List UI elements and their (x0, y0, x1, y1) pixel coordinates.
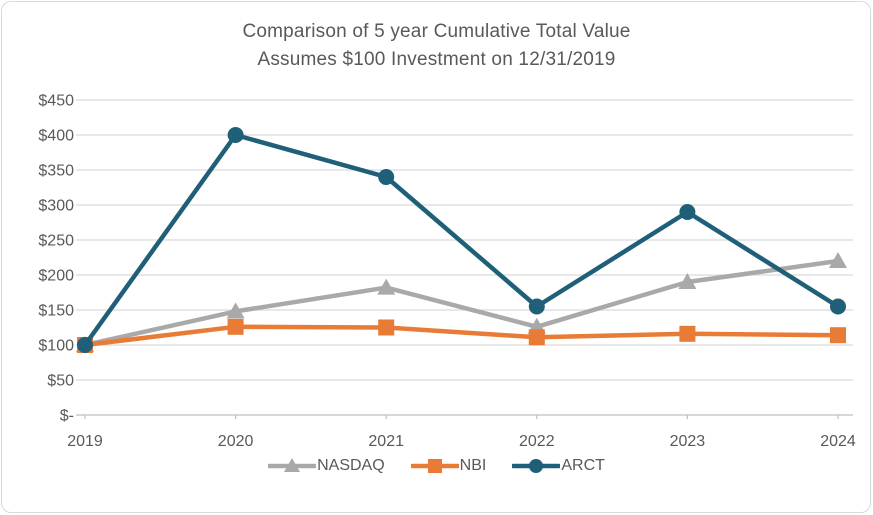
ARCT-legend-data-point-marker (529, 459, 544, 473)
ARCT-data-point-marker (227, 127, 244, 143)
x-axis-tick-label: 2020 (218, 433, 254, 450)
y-axis-tick-label: $300 (38, 198, 74, 215)
y-axis-tick-label: $350 (38, 163, 74, 180)
NASDAQ-data-point-marker (377, 278, 396, 295)
chart-title-line1: Comparison of 5 year Cumulative Total Va… (242, 21, 631, 42)
y-axis-tick-label: $450 (38, 93, 74, 110)
square-marker-icon (410, 459, 459, 473)
ARCT-data-point-marker (378, 169, 395, 185)
y-axis-tick-label: $400 (38, 128, 74, 145)
chart-legend: NASDAQ NBI ARCT (0, 457, 873, 475)
x-axis-tick-label: 2022 (519, 433, 555, 450)
NBI-data-point-marker (227, 318, 244, 335)
y-axis-tick-label: $- (60, 408, 74, 425)
NASDAQ-series-line (82, 258, 841, 348)
y-axis-tick-label: $100 (38, 338, 74, 355)
y-axis-tick-label: $250 (38, 233, 74, 250)
NASDAQ-data-point-marker (678, 273, 697, 289)
y-axis-tick-label: $50 (47, 373, 74, 390)
NBI-data-point-marker (378, 319, 395, 336)
legend-label-nasdaq: NASDAQ (317, 457, 385, 474)
ARCT-data-point-marker (679, 204, 696, 220)
chart-title: Comparison of 5 year Cumulative Total Va… (0, 18, 873, 74)
NBI-data-point-marker (679, 325, 696, 342)
legend-item-nasdaq: NASDAQ (268, 457, 385, 475)
x-axis-tick-label: 2023 (670, 433, 706, 450)
x-axis-tick-label: 2024 (820, 433, 856, 450)
ARCT-data-point-marker (528, 298, 545, 315)
NBI-legend-data-point-marker (427, 459, 442, 473)
NBI-series-line (82, 324, 841, 348)
y-axis-tick-label: $200 (38, 268, 74, 285)
legend-item-nbi: NBI (410, 457, 487, 475)
NASDAQ-data-point-marker (226, 302, 245, 319)
NBI-data-point-marker (528, 329, 545, 346)
x-axis-tick-label: 2019 (67, 433, 103, 450)
x-axis-tick-label: 2021 (368, 433, 404, 450)
NBI-data-point-marker (830, 327, 846, 344)
ARCT-data-point-marker (830, 298, 846, 315)
legend-label-arct: ARCT (561, 457, 605, 474)
legend-item-arct: ARCT (512, 457, 605, 475)
NASDAQ-legend-data-point-marker (284, 458, 301, 472)
triangle-marker-icon (268, 458, 317, 472)
y-axis-tick-label: $150 (38, 303, 74, 320)
ARCT-series-line (82, 132, 841, 348)
NASDAQ-data-point-marker (829, 252, 847, 268)
chart-title-line2: Assumes $100 Investment on 12/31/2019 (257, 49, 616, 70)
circle-marker-icon (512, 459, 561, 473)
legend-label-nbi: NBI (459, 457, 487, 474)
ARCT-data-point-marker (77, 337, 93, 353)
